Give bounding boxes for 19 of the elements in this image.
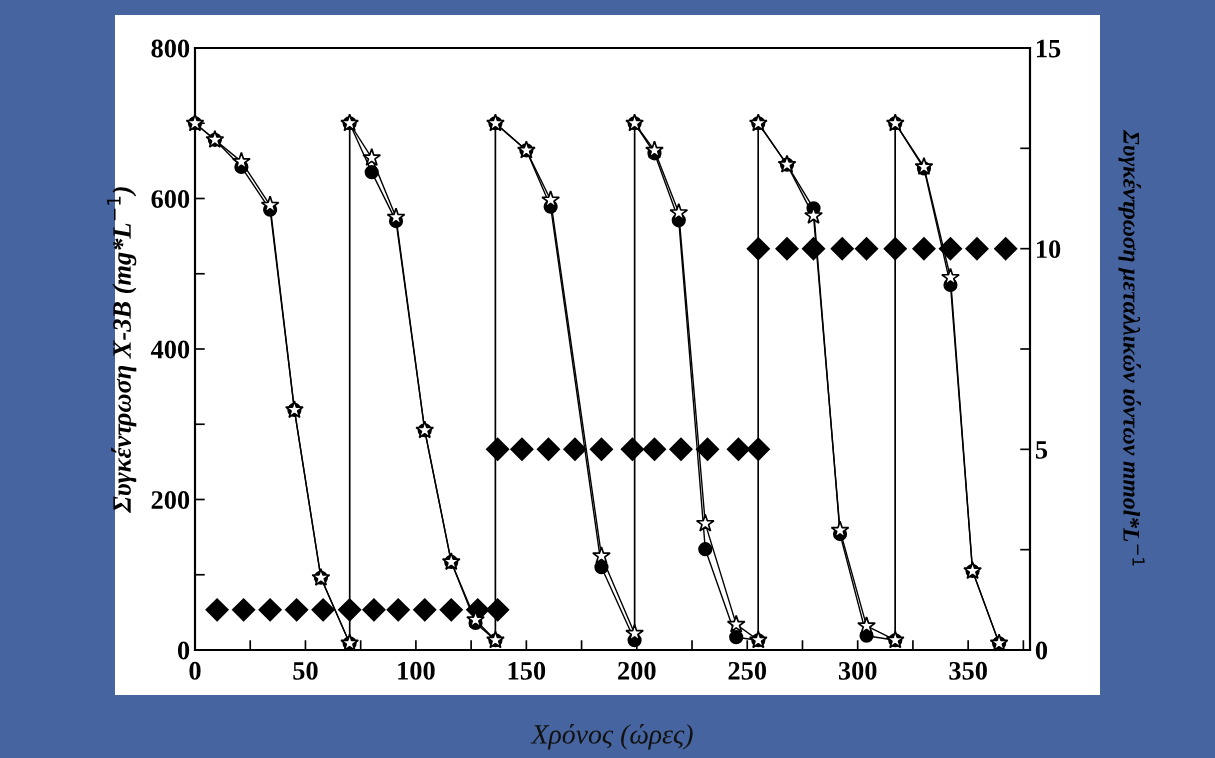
y-tick-label: 800 bbox=[151, 39, 190, 58]
x-tick-label: 150 bbox=[508, 661, 546, 680]
y2-tick-label: 10 bbox=[1036, 240, 1061, 259]
x-tick-label: 50 bbox=[293, 661, 318, 680]
y2-tick-label: 0 bbox=[1035, 641, 1048, 660]
y2-tick-label: 5 bbox=[1035, 441, 1048, 459]
y-axis-title: Συγκέντρωση X-3B (mg*L$^{−1}$) bbox=[107, 187, 137, 514]
y2-tick-label: 15 bbox=[1036, 39, 1061, 58]
y-tick-label: 600 bbox=[151, 190, 190, 208]
x-tick-label: 350 bbox=[949, 661, 987, 680]
x-tick-label: 100 bbox=[398, 661, 435, 680]
y-tick-label: 0 bbox=[177, 641, 190, 660]
x-axis-title: Χρόνος (ώρες) bbox=[530, 723, 693, 750]
y-tick-label: 400 bbox=[150, 340, 190, 359]
y-tick-label: 200 bbox=[151, 491, 190, 509]
x-tick-label: 300 bbox=[838, 661, 877, 680]
x-tick-label: 200 bbox=[618, 661, 656, 680]
y2-axis-title: Συγκέντρωση μεταλλικών ιόντων mmol*L$^{−1}$ bbox=[1118, 129, 1145, 566]
x-tick-label: 250 bbox=[728, 661, 767, 680]
